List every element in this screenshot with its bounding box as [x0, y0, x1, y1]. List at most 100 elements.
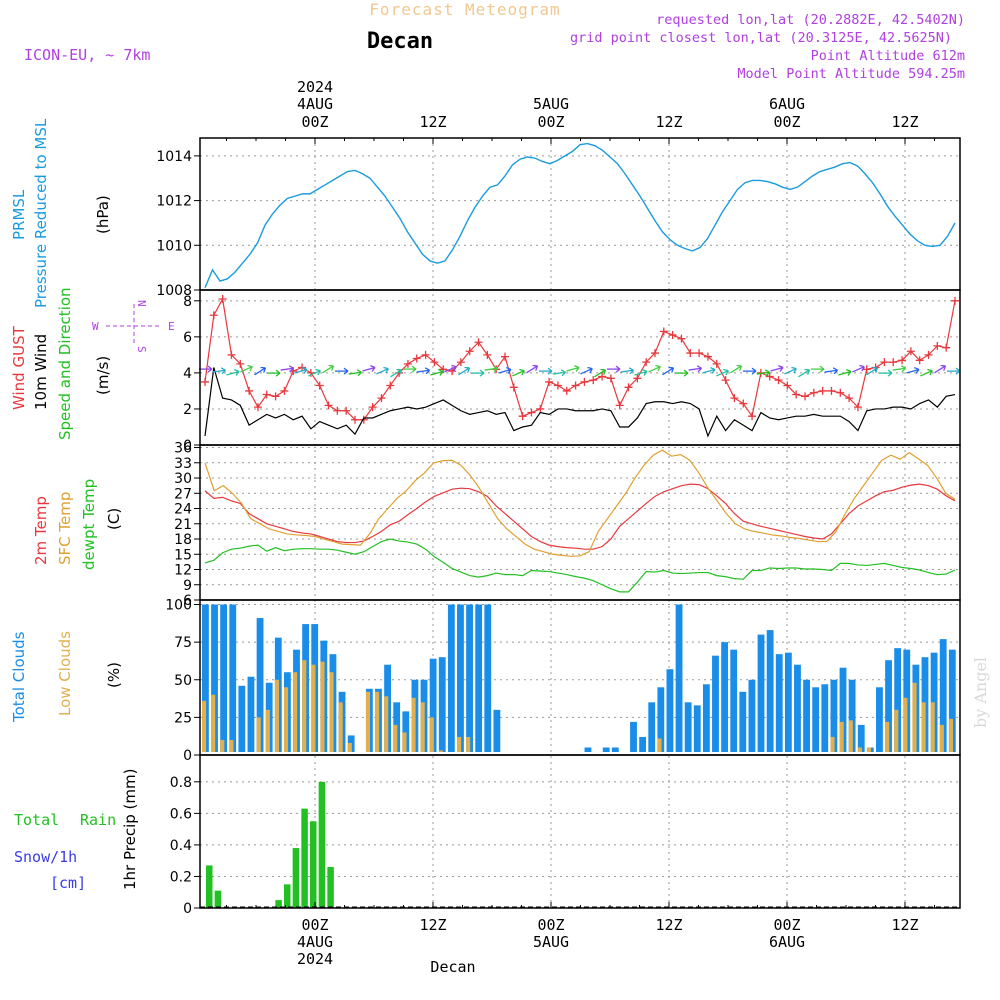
gust-point: [562, 386, 571, 395]
gust-point: [298, 363, 307, 372]
pressure-line: [204, 142, 956, 289]
wind-arrow-shaft: [430, 370, 444, 376]
wind-arrow-shaft: [226, 370, 240, 376]
gust-point: [589, 376, 598, 385]
y-tick-label: 0.4: [170, 838, 192, 854]
point-altitude: Point Altitude 612m: [811, 48, 965, 64]
wind-arrow-shaft: [280, 367, 294, 371]
total-cloud-bar: [894, 648, 902, 752]
total-cloud-bar: [256, 618, 264, 752]
total-cloud-bar: [784, 652, 792, 752]
gust-point: [403, 359, 412, 368]
wind-arrow-shaft: [580, 368, 593, 375]
gust-point: [898, 356, 907, 365]
gust-point: [271, 392, 280, 401]
watermark: by Angel: [971, 657, 990, 728]
wind-arrow-shaft: [634, 370, 648, 376]
wind-arrow-head: [464, 366, 471, 373]
y-tick-label: 9: [183, 578, 192, 594]
snow-unit-label: [cm]: [50, 874, 86, 892]
dewpt-label: dewpt Temp: [80, 479, 98, 570]
y-tick-label: 12: [174, 563, 192, 579]
bottom-day-label-4aug: 4AUG: [297, 933, 333, 951]
gust-point: [853, 403, 862, 412]
rain-bar: [301, 808, 308, 908]
gust-point: [642, 358, 651, 367]
total-cloud-bar: [666, 669, 674, 752]
gust-point: [456, 358, 465, 367]
low-cloud-bar: [438, 750, 443, 752]
bottom-hour-label: 00Z: [537, 916, 564, 934]
total-cloud-bar: [830, 679, 838, 752]
pressure-label: Pressure Reduced to MSL: [32, 118, 50, 308]
low-cloud-bar: [347, 742, 352, 752]
total-cloud-bar: [466, 604, 473, 752]
wind-speed-line: [204, 367, 956, 438]
gust-point: [306, 368, 315, 377]
gust-point: [465, 347, 474, 356]
wind-arrow-head: [615, 365, 621, 373]
low-cloud-bar: [265, 709, 270, 752]
wind-direction-arrow: [322, 364, 335, 374]
low-cloud-bar: [402, 732, 407, 752]
precip-panel-labels: Total Rain Snow/1h [cm] 1hr Precip (mm): [14, 769, 139, 892]
low-cloud-bar: [903, 697, 908, 752]
wind-arrow-head: [315, 368, 321, 376]
low-cloud-bar: [229, 739, 234, 752]
wind-arrow-head: [479, 369, 485, 377]
low-cloud-bar: [202, 700, 207, 752]
wind-direction-arrow: [226, 369, 240, 376]
wind-arrow-shaft: [376, 368, 389, 375]
wind-arrow-head: [696, 365, 703, 373]
total-cloud-bar: [730, 649, 738, 752]
wind-arrow-head: [900, 365, 907, 373]
chart-title: Forecast Meteogram: [369, 0, 560, 19]
gust-point: [227, 350, 236, 359]
gust-point: [527, 408, 536, 417]
total-cloud-bar: [475, 604, 483, 752]
gust-label: Wind GUST: [10, 325, 28, 410]
low-cloud-bar: [848, 720, 853, 752]
top-hour-label: 12Z: [655, 113, 682, 131]
gust-point: [474, 338, 483, 347]
rain-label: Rain: [80, 811, 116, 829]
gust-point: [333, 406, 342, 415]
total-cloud-bar: [648, 702, 656, 752]
clouds-unit: (%): [105, 662, 123, 688]
y-tick-label: 100: [165, 598, 192, 614]
low-cloud-bar: [912, 682, 917, 752]
wind-arrow-head: [819, 365, 825, 373]
total-cloud-bar: [693, 705, 701, 752]
rain-bar: [284, 884, 291, 908]
wind-arrow-shaft: [308, 370, 321, 377]
wind-direction-arrow: [362, 365, 376, 372]
total-cloud-bar: [639, 736, 647, 752]
gust-point: [951, 296, 959, 305]
rain-bar: [327, 866, 334, 908]
wind-arrow-head: [343, 367, 349, 375]
gust-point: [765, 372, 774, 381]
y-tick-label: 6: [183, 330, 192, 346]
chart-marks: [199, 142, 961, 908]
wind-arrow-head: [260, 366, 267, 373]
wind-arrow-head: [668, 366, 675, 373]
wind-arrow-head: [683, 369, 689, 377]
bottom-day-label-6aug: 6AUG: [769, 933, 805, 951]
wind-direction-arrow: [390, 368, 403, 378]
wind-arrow-shaft: [566, 366, 580, 372]
total-cloud-bar: [630, 721, 637, 752]
wind-arrow-head: [574, 365, 580, 372]
compass-north: N: [135, 300, 148, 307]
model-name: ICON-EU, ~ 7km: [24, 46, 150, 64]
wind-direction-arrow: [743, 367, 757, 375]
gust-point: [280, 386, 289, 395]
wind-arrow-shaft: [458, 367, 470, 376]
gust-point: [659, 327, 668, 336]
wind-arrow-head: [764, 369, 771, 377]
gust-point: [201, 377, 209, 386]
y-tick-label: 0.6: [170, 806, 192, 822]
wind-direction-arrow: [892, 365, 907, 373]
total-cloud-bar: [839, 667, 847, 752]
pressure-panel-labels: PRMSL Pressure Reduced to MSL (hPa): [10, 118, 112, 308]
wind-arrow-head: [600, 368, 607, 375]
